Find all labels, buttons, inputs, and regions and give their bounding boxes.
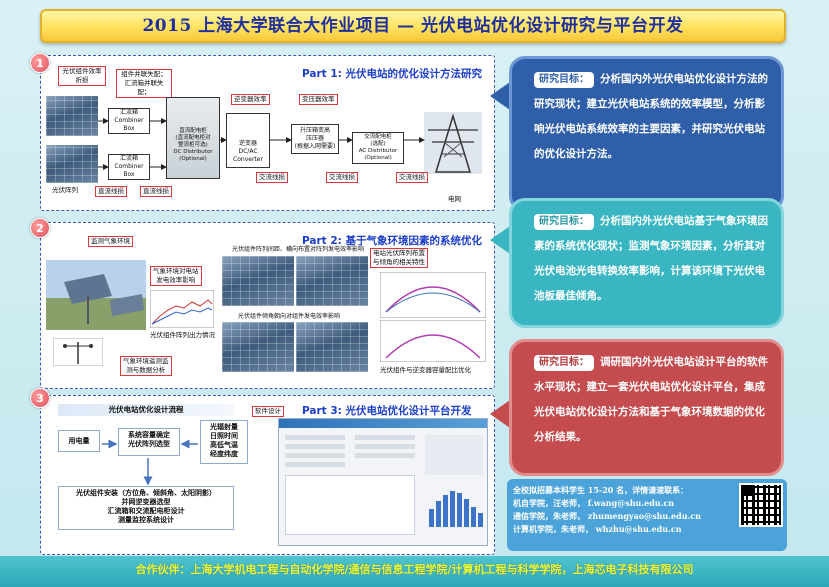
part3-number-badge: 3	[30, 388, 50, 408]
grid-label: 电网	[448, 195, 461, 203]
software-design-label: 软件设计	[252, 406, 284, 417]
research-goal-callout-1: 研究目标： 分析国内外光伏电站优化设计方法的研究现状；建立光伏电站系统的效率模型，…	[509, 56, 784, 212]
output-chart-image	[150, 290, 214, 328]
flow-title: 光伏电站优化设计流程	[58, 404, 234, 416]
ac-distributor-box: 交流配电柜 (选配) AC Distributor (Optional)	[352, 132, 404, 164]
combiner-box-2: 汇流箱 Combiner Box	[108, 154, 150, 180]
angle-curve-chart	[380, 272, 486, 318]
footer-partners: 合作伙伴：上海大学机电工程与自动化学院/通信与信息工程学院/计算机工程与科学学院…	[135, 563, 694, 576]
output-curve-label: 光伏组件阵列出力情况	[150, 331, 215, 339]
pv-array-photo-4	[296, 322, 368, 372]
weather-data-label: 气象环境遥测监 测与数据分析	[120, 356, 172, 376]
power-tower-image	[424, 112, 482, 174]
pv-array-photo-2	[296, 256, 368, 306]
research-goal-callout-3: 研究目标： 调研国内外光伏电站设计平台的软件水平现状；建立一套光伏电站优化设计平台…	[509, 339, 784, 476]
flow-capacity-box: 系统容量确定 光伏阵列选型	[118, 428, 180, 456]
qr-code[interactable]	[739, 483, 783, 527]
combiner-box-1: 汇流箱 Combiner Box	[108, 108, 150, 134]
poster-title: 2015 上海大学联合大作业项目 — 光伏电站优化设计研究与平台开发	[142, 16, 684, 36]
ac-line-loss-3: 交流线损	[396, 172, 428, 183]
part1-flow-arrows	[98, 118, 425, 170]
callout3-pointer	[490, 400, 510, 428]
callout2-pointer	[490, 226, 510, 254]
pv-array-photo-1	[222, 256, 294, 306]
recruit-contact-3: 计算机学院，朱老师， whzhu@shu.edu.cn	[513, 524, 682, 534]
weather-station-image	[53, 338, 103, 366]
callout3-tag: 研究目标：	[534, 355, 594, 371]
env-effect-label: 气象环境对电站 发电效率影响	[150, 266, 202, 286]
ac-line-loss-1: 交流线损	[256, 172, 288, 183]
callout3-text: 调研国内外光伏电站设计平台的软件水平现状；建立一套光伏电站优化设计平台，集成光伏…	[534, 356, 768, 443]
part2-title: Part 2: 基于气象环境因素的系统优化	[302, 235, 483, 247]
callout1-tag: 研究目标：	[534, 72, 594, 88]
software-screenshot	[278, 418, 488, 546]
part2-number-badge: 2	[30, 218, 50, 238]
spacing-effect-label: 光伏组件阵列间距、横向布置对阵列发电效率影响	[232, 246, 365, 253]
transformer-efficiency-label: 变压器效率	[299, 94, 338, 105]
flow-install-box: 光伏组件安装（方位角、倾斜角、太阳阴影） 并网逆变器选型 汇流箱和交流配电柜设计…	[58, 486, 234, 530]
weather-monitor-label: 监测气象环境	[88, 236, 133, 247]
field-solar-photo	[46, 260, 146, 330]
ratio-curve-chart	[380, 320, 486, 362]
pv-array-photo-3	[222, 322, 294, 372]
part1-number-badge: 1	[30, 53, 50, 73]
callout1-text: 分析国内外光伏电站优化设计方法的研究现状；建立光伏电站系统的效率模型，分析影响光…	[534, 73, 768, 160]
footer-banner: 合作伙伴：上海大学机电工程与自动化学院/通信与信息工程学院/计算机工程与科学学院…	[0, 556, 829, 587]
callout2-text: 分析国内外光伏电站基于气象环境因素的系统优化现状；监测气象环境因素，分析其对光伏…	[534, 215, 768, 302]
inverter-ratio-label: 光伏组件与逆变器容量配比优化	[380, 366, 471, 374]
research-goal-callout-2: 研究目标： 分析国内外光伏电站基于气象环境因素的系统优化现状；监测气象环境因素，分…	[509, 198, 784, 328]
dc-distributor-box: 直流配电柜 (直流配电柜对 整流柜可选) DC Distributor (Opt…	[166, 97, 220, 179]
dc-line-loss-1: 直流线损	[95, 186, 127, 197]
part3-flow-arrows	[102, 439, 198, 486]
part3-title: Part 3: 光伏电站优化设计平台开发	[302, 405, 472, 417]
dc-line-loss-2: 直流线损	[140, 186, 172, 197]
pv-panel-image-1	[46, 96, 98, 136]
title-banner: 2015 上海大学联合大作业项目 — 光伏电站优化设计研究与平台开发	[40, 9, 786, 43]
inverter-efficiency-label: 逆变器效率	[231, 94, 270, 105]
tilt-effect-label: 光伏组件倾角朝向对组件发电效率影响	[238, 313, 341, 320]
ac-line-loss-2: 交流线损	[326, 172, 358, 183]
callout2-tag: 研究目标：	[534, 214, 594, 230]
part1-title: Part 1: 光伏电站的优化设计方法研究	[302, 68, 483, 80]
callout1-pointer	[490, 82, 510, 110]
angle-relation-label: 电站光伏阵列布置 与倾角的相关特性	[370, 248, 428, 268]
pv-panel-image-2	[46, 145, 98, 183]
pv-efficiency-label: 光伏组件效率 折损	[58, 66, 106, 86]
flow-load-box: 用电量	[58, 430, 100, 452]
recruit-contact-1: 机自学院，汪老师， f.wang@shu.edu.cn	[513, 498, 675, 508]
pv-array-label: 光伏阵列	[52, 186, 78, 194]
combiner-loss-label: 组件并联失配； 汇流箱并联失配；	[116, 69, 172, 98]
recruit-contact-2: 通信学院，朱老师， zhumengyao@shu.edu.cn	[513, 511, 701, 521]
recruit-headline: 全校拟招募本科学生 15-20 名，详情请速联系：	[513, 485, 689, 495]
flow-weather-box: 光辐射量 日照时间 高低气温 经度纬度	[200, 420, 248, 464]
